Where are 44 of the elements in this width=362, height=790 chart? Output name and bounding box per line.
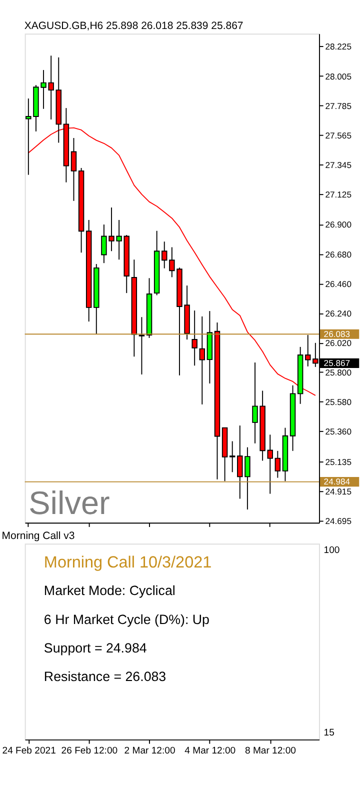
text: Morning Call v3: [2, 530, 75, 542]
y-tick-label: 24.915: [325, 486, 352, 496]
y-tick-label: 28.225: [325, 42, 352, 52]
y-tick-label: 26.680: [325, 249, 352, 260]
candlestick: [138, 316, 145, 375]
ref-line-label: 24.984: [324, 476, 350, 487]
text: Morning Call 10/3/2021: [44, 554, 212, 572]
y-tick-label: 27.345: [325, 160, 352, 170]
y-tick-label: 26.240: [325, 308, 352, 318]
candlestick: [162, 241, 168, 269]
y-tick-label: 27.125: [325, 190, 352, 200]
text: Market Mode: Cyclical: [44, 583, 176, 598]
candlestick: [199, 316, 206, 405]
y-tick-label: 26.900: [325, 220, 352, 230]
y-tick-label: 25.580: [325, 397, 352, 408]
ref-line-label: 26.083: [324, 329, 350, 340]
y-tick-label: 26.020: [325, 338, 352, 348]
y-tick-label: 25.360: [325, 426, 352, 437]
text: Support = 24.984: [44, 640, 148, 656]
candlestick: [229, 440, 236, 473]
line-series: [28, 127, 316, 396]
y-tick-label: 24.695: [325, 516, 352, 526]
category-label: 2 Mar 12:00: [124, 745, 176, 756]
y-tick-label: 27.565: [325, 130, 352, 140]
text: Resistance = 26.083: [44, 669, 166, 684]
category-label: 24 Feb 2021: [2, 745, 56, 756]
y-tick-label: 27.785: [325, 100, 352, 111]
y-tick-label: 28.005: [325, 71, 352, 82]
category-label: 4 Mar 12:00: [184, 745, 236, 756]
candlestick: [274, 450, 281, 478]
text: 25.867: [324, 358, 350, 368]
annotation: Silver: [28, 485, 110, 522]
text: 15: [324, 728, 334, 739]
y-tick-label: 26.460: [325, 278, 352, 289]
candlestick: [305, 334, 311, 367]
candlestick: [70, 138, 77, 202]
y-tick-label: 25.135: [325, 456, 352, 467]
text: 100: [324, 545, 340, 556]
text: 6 Hr Market Cycle (D%): Up: [44, 612, 210, 627]
chart-title: XAGUSD.GB,H6 25.898 26.018 25.839 25.867: [24, 20, 244, 32]
y-tick-label: 25.800: [325, 368, 352, 378]
category-label: 26 Feb 12:00: [61, 745, 118, 756]
category-label: 8 Mar 12:00: [244, 745, 296, 756]
candlestick: [192, 310, 198, 366]
